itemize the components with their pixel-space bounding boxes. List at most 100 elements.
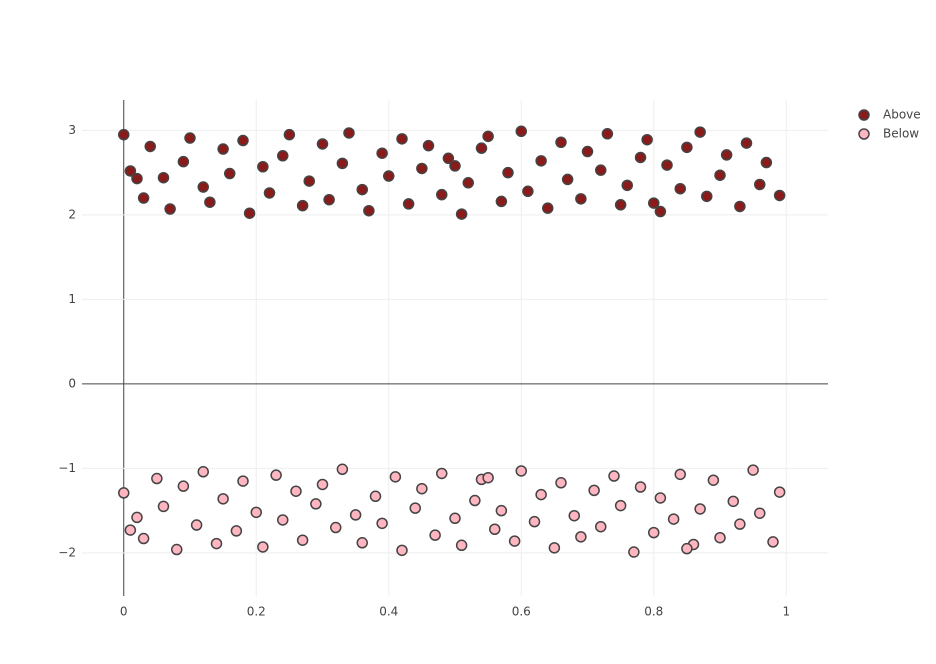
point	[257, 161, 269, 173]
point	[296, 534, 309, 546]
point	[356, 537, 368, 549]
point	[674, 182, 687, 195]
point	[515, 465, 528, 477]
point	[734, 200, 746, 213]
point	[283, 128, 296, 141]
point	[522, 185, 534, 198]
point	[648, 197, 660, 209]
point	[170, 543, 183, 556]
legend-marker[interactable]	[858, 128, 870, 140]
point	[674, 468, 687, 481]
point	[349, 509, 362, 521]
point	[449, 160, 461, 172]
point	[310, 498, 322, 510]
point	[449, 512, 461, 525]
point	[754, 178, 766, 191]
point	[276, 514, 289, 526]
point	[396, 133, 408, 145]
point	[694, 503, 706, 515]
point	[634, 151, 647, 164]
point	[482, 471, 494, 484]
point	[117, 487, 130, 499]
point	[614, 499, 627, 512]
point	[489, 523, 501, 535]
point	[773, 189, 786, 202]
point	[243, 207, 256, 219]
point	[177, 155, 190, 168]
point	[575, 531, 587, 543]
x-tick-label: 0.4	[379, 605, 398, 619]
point	[190, 519, 203, 531]
point	[734, 518, 746, 530]
point	[588, 484, 600, 497]
y-tick-label: −1	[58, 461, 76, 475]
point	[581, 145, 594, 158]
point	[164, 203, 176, 215]
point	[701, 190, 713, 203]
point	[237, 134, 249, 147]
x-tick-label: 1	[782, 605, 790, 619]
point	[376, 147, 388, 159]
point	[270, 469, 282, 481]
point	[316, 138, 329, 150]
point	[495, 195, 508, 208]
point	[389, 471, 402, 483]
point	[614, 199, 627, 211]
point	[475, 142, 488, 154]
point	[462, 177, 475, 189]
point	[416, 482, 428, 495]
point	[469, 494, 481, 507]
point	[184, 132, 196, 144]
x-tick-label: 0.8	[644, 605, 663, 619]
point	[250, 506, 262, 519]
point	[740, 137, 753, 149]
point	[482, 130, 494, 143]
point	[276, 150, 289, 162]
point	[548, 542, 561, 554]
legend-marker[interactable]	[858, 109, 870, 121]
point	[442, 152, 455, 165]
point	[767, 536, 779, 548]
point	[608, 470, 620, 482]
point	[575, 193, 587, 205]
point	[714, 531, 726, 544]
point	[329, 521, 342, 534]
point	[654, 492, 667, 504]
point	[429, 529, 441, 541]
point	[595, 164, 607, 176]
point	[773, 486, 786, 498]
point	[296, 199, 309, 212]
point	[694, 126, 706, 138]
point	[157, 171, 170, 184]
point	[654, 205, 667, 218]
point	[714, 169, 726, 181]
point	[177, 480, 190, 492]
point	[396, 544, 408, 557]
point	[568, 509, 581, 522]
point	[455, 539, 468, 552]
point	[628, 546, 640, 558]
point	[508, 535, 521, 547]
point	[561, 173, 574, 186]
point	[555, 477, 567, 489]
point	[257, 541, 269, 553]
point	[316, 478, 329, 491]
point	[422, 139, 435, 152]
point	[223, 167, 236, 180]
point	[595, 520, 607, 533]
point	[661, 159, 673, 171]
y-tick-label: 0	[68, 376, 76, 390]
point	[204, 196, 216, 208]
point	[515, 125, 528, 138]
x-tick-label: 0	[120, 605, 128, 619]
legend-label[interactable]: Below	[883, 127, 919, 141]
point	[210, 537, 223, 550]
point	[528, 515, 541, 528]
point	[343, 127, 355, 139]
legend-label[interactable]: Above	[883, 108, 921, 122]
point	[217, 493, 229, 505]
point	[542, 202, 554, 214]
point	[157, 500, 170, 513]
point	[667, 513, 680, 525]
